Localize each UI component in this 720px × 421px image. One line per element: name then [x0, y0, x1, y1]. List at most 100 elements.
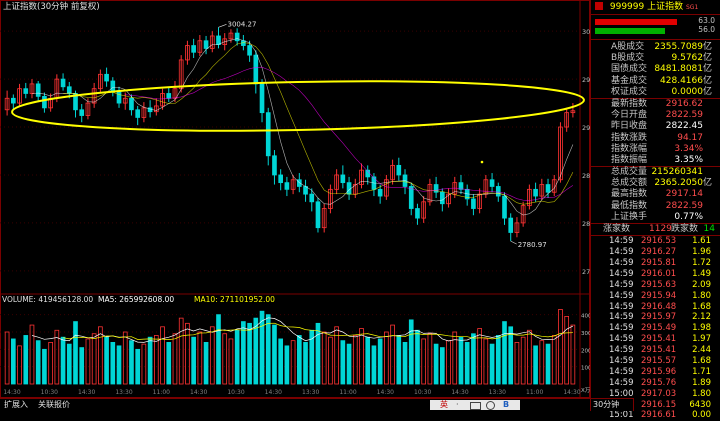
- volume-bar: [564, 315, 570, 385]
- expand-button[interactable]: 扩展入: [4, 400, 28, 409]
- up-ratio-value: 63.0: [698, 16, 715, 25]
- volume-bar: [415, 329, 420, 385]
- candle-body: [10, 97, 16, 104]
- volume-bar: [141, 343, 147, 385]
- volume-bar: [421, 338, 427, 385]
- tick-row[interactable]: 14:59 2916.27 1.96: [591, 247, 720, 258]
- period-label[interactable]: 30分钟: [591, 398, 634, 411]
- volume-bar: [296, 335, 302, 385]
- cursor-dot: [480, 160, 484, 164]
- candle-body: [122, 97, 128, 104]
- volume-bar: [439, 347, 445, 385]
- low-label: 2780.97: [518, 241, 547, 249]
- volume-bar: [471, 333, 476, 385]
- tick-row[interactable]: 14:59 2916.01 1.49: [591, 269, 720, 280]
- quote-row-label: 最新指数: [611, 98, 648, 109]
- ime-toolbar[interactable]: [430, 400, 520, 410]
- quote-row-label: 上证换手: [611, 211, 648, 222]
- volume-tick-label: 40000: [581, 314, 590, 320]
- tick-row[interactable]: 15:00 2917.03 1.80: [591, 389, 720, 400]
- up-ratio-bar: [595, 19, 677, 25]
- tick-row[interactable]: 15:01 2916.61 0.00: [591, 410, 720, 421]
- candle-body: [290, 179, 296, 190]
- yellow-highlight-ellipse: [11, 80, 585, 132]
- tick-volume: 1.72: [692, 257, 711, 268]
- volume-bar: [290, 340, 296, 385]
- candle-body: [539, 184, 545, 197]
- tick-time: 14:59: [609, 334, 634, 345]
- candle-body: [570, 110, 576, 114]
- quote-row-label: B股成交: [611, 53, 645, 64]
- tick-volume: 0.00: [692, 410, 711, 421]
- tick-row[interactable]: 14:59 2915.41 1.97: [591, 334, 720, 345]
- quote-row: 上证换手 0.77%: [591, 212, 720, 223]
- volume-bar: [209, 326, 215, 385]
- market-icon[interactable]: [595, 2, 603, 10]
- tick-time: 14:59: [609, 268, 634, 279]
- candle-body: [66, 86, 72, 94]
- candle-body: [203, 40, 209, 49]
- tick-row[interactable]: 14:59 2915.41 2.44: [591, 345, 720, 356]
- price-annotations: 3004.27 2780.97: [218, 20, 547, 249]
- tick-row[interactable]: 14:59 2915.94 1.80: [591, 291, 720, 302]
- tick-row[interactable]: 14:59 2916.53 1.61: [591, 236, 720, 247]
- tick-volume: 6430: [689, 399, 711, 410]
- tick-time: 14:59: [609, 377, 634, 388]
- candle-body: [60, 78, 66, 88]
- candle-body: [471, 198, 476, 209]
- tick-volume: 1.68: [692, 301, 711, 312]
- volume-bar: [10, 338, 16, 385]
- volume-bar: [247, 322, 252, 385]
- tick-row[interactable]: 14:59 2915.81 1.72: [591, 258, 720, 269]
- candle-body: [228, 32, 234, 40]
- tick-time: 14:59: [609, 257, 634, 268]
- volume-bar: [203, 341, 209, 385]
- breadth-bars: 63.0 56.0: [591, 15, 720, 40]
- quote-row-value: 3.34%: [674, 143, 703, 154]
- price-tick-label: 2950: [582, 76, 590, 84]
- index-code: 999999: [609, 2, 645, 12]
- price-tick-label: 2850: [582, 172, 590, 180]
- candle-body: [185, 45, 190, 61]
- related-quote-button[interactable]: 关联报价: [38, 400, 70, 409]
- volume-bar: [464, 341, 470, 385]
- ime-settings-icon[interactable]: [486, 401, 495, 410]
- moving-average-lines: [31, 38, 574, 216]
- quote-row: 基金成交 428.4166 亿: [591, 76, 720, 87]
- advance-decline-row: 涨家数 1129 跌家数 14: [591, 224, 720, 235]
- volume-bar: [346, 343, 352, 385]
- candle-body: [408, 186, 414, 209]
- quote-row-value: 0.77%: [674, 211, 703, 222]
- candle-body: [98, 73, 103, 90]
- volume-bar: [315, 322, 321, 385]
- tick-row[interactable]: 14:59 2915.57 1.68: [591, 356, 720, 367]
- tick-row[interactable]: 14:59 2915.63 2.09: [591, 280, 720, 291]
- tick-list[interactable]: 14:59 2916.53 1.61 14:59 2916.27 1.96 14:59 291…: [591, 236, 720, 421]
- tick-time: 14:59: [609, 247, 634, 258]
- tick-price: 2915.96: [641, 366, 677, 377]
- ime-keyboard-icon[interactable]: [470, 402, 481, 410]
- candle-body: [489, 179, 495, 187]
- volume-bar: [483, 338, 489, 385]
- volume-bar: [272, 324, 277, 385]
- quote-row: 总成交量 215260341: [591, 167, 720, 178]
- kline-chart[interactable]: 上证指数(30分钟 前复权) 300029502900285028002750 …: [0, 0, 590, 411]
- candle-body: [564, 112, 570, 128]
- ime-mode-icon[interactable]: 英: [440, 400, 448, 409]
- candle-body: [296, 179, 302, 187]
- tick-price: 2916.48: [641, 301, 677, 312]
- tick-row[interactable]: 14:59 2916.48 1.68: [591, 302, 720, 313]
- candle-body: [278, 174, 284, 184]
- candle-body: [315, 201, 321, 229]
- quote-row-value: 215260341: [651, 167, 703, 178]
- tick-row[interactable]: 14:59 2915.49 1.98: [591, 323, 720, 334]
- tick-row[interactable]: 14:59 2915.97 2.12: [591, 312, 720, 323]
- chart-title: 上证指数(30分钟 前复权): [3, 1, 100, 12]
- quote-row-value: 94.17: [677, 132, 703, 143]
- ime-tail-icon[interactable]: B: [503, 400, 510, 409]
- volume-bar: [527, 329, 532, 385]
- quote-row-value: 2365.2050: [654, 178, 703, 189]
- ime-punct-icon[interactable]: ·: [456, 400, 459, 409]
- tick-row[interactable]: 14:59 2915.76 1.89: [591, 378, 720, 389]
- tick-row[interactable]: 14:59 2915.96 1.71: [591, 367, 720, 378]
